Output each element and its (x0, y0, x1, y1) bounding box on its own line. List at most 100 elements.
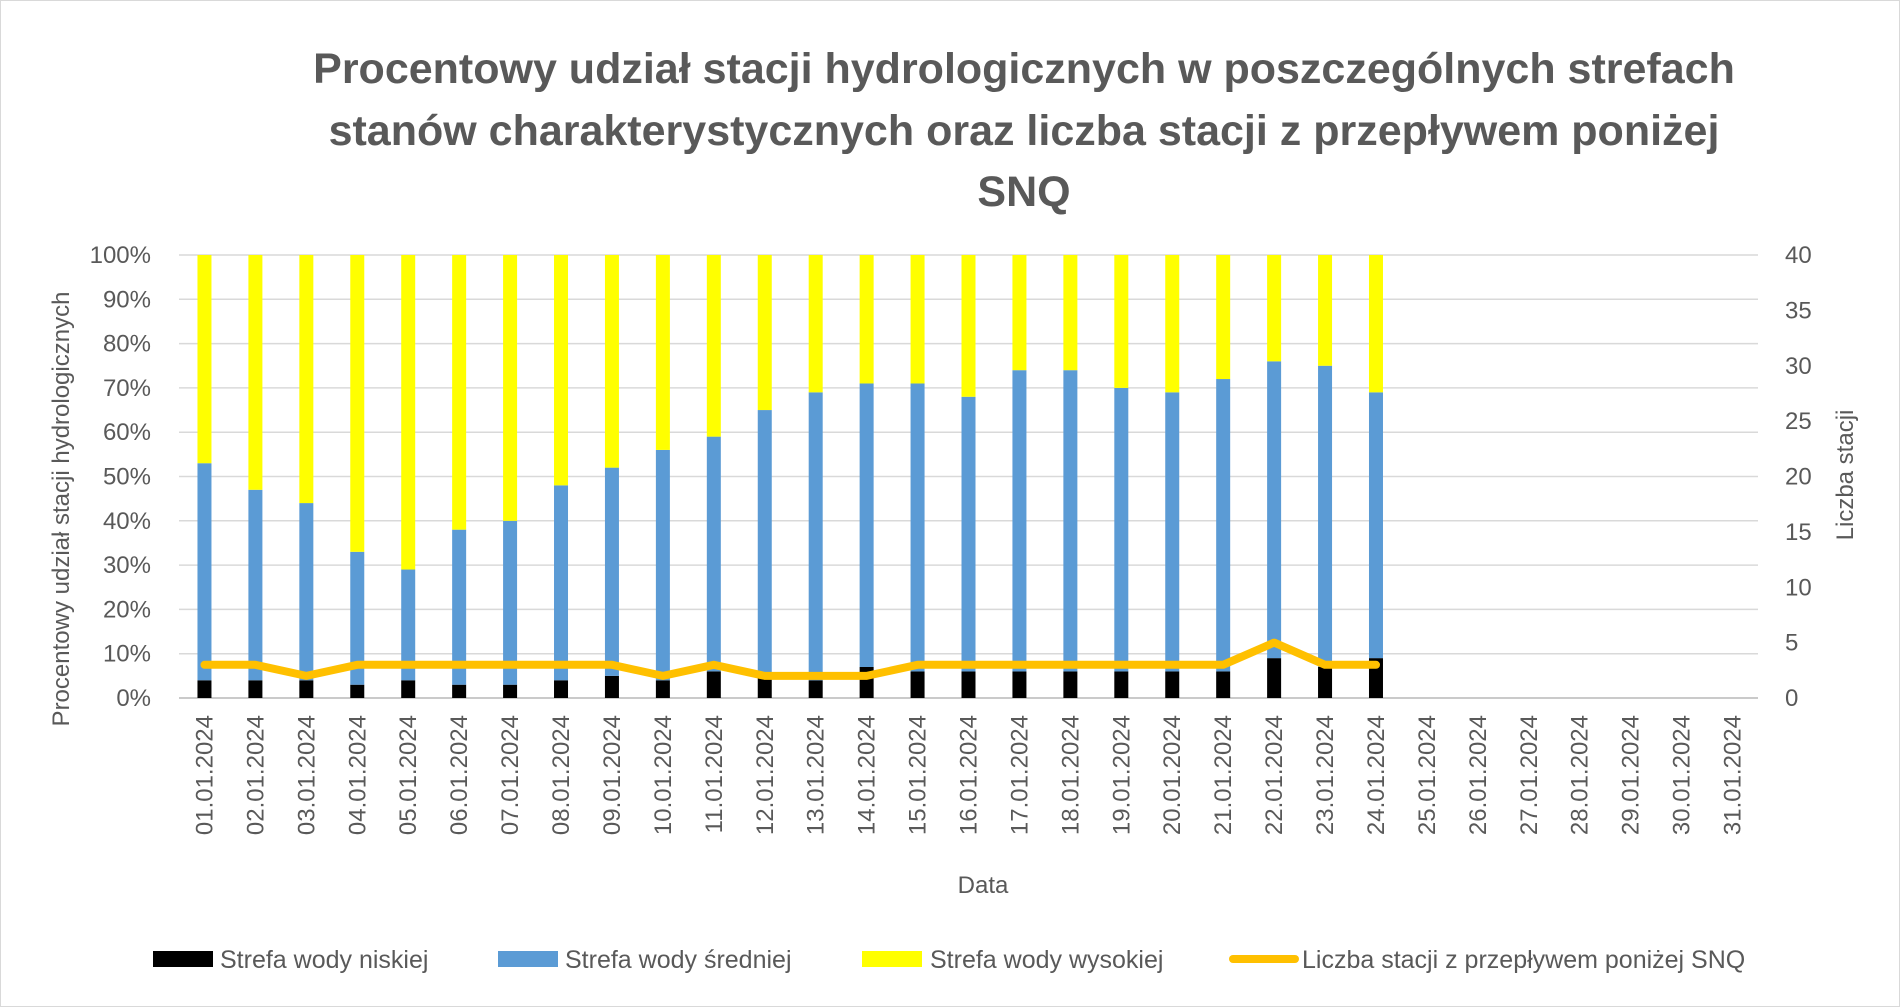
bar-segment-0 (757, 675, 772, 698)
bar-segment-1 (757, 410, 772, 676)
bar-segment-2 (452, 255, 467, 530)
bar-segment-0 (1267, 658, 1282, 698)
bar-segment-2 (554, 255, 569, 486)
bar-segment-2 (1267, 255, 1282, 362)
bar-segment-2 (401, 255, 416, 570)
bar-segment-1 (248, 489, 263, 681)
x-tick-label: 12.01.2024 (752, 715, 779, 835)
x-tick-label: 03.01.2024 (293, 715, 320, 835)
bar-segment-1 (1267, 361, 1282, 659)
x-tick-label: 30.01.2024 (1669, 715, 1696, 835)
bar-segment-2 (706, 255, 721, 437)
bar-segment-0 (706, 671, 721, 698)
chart-title-line-3: SNQ (977, 168, 1070, 216)
snq-line-path (200, 638, 1380, 680)
bar-segment-2 (248, 255, 263, 490)
bar-segment-1 (604, 467, 619, 676)
x-tick-label: 28.01.2024 (1567, 715, 1594, 835)
x-tick-label: 25.01.2024 (1414, 715, 1441, 835)
y2-tick-label: 10 (1785, 574, 1812, 601)
x-tick-label: 14.01.2024 (854, 715, 881, 835)
x-tick-label: 02.01.2024 (242, 715, 269, 835)
x-tick-label: 05.01.2024 (395, 715, 422, 835)
y-tick-label: 40% (103, 508, 151, 535)
bar-segment-1 (503, 520, 518, 685)
x-tick-label: 13.01.2024 (803, 715, 830, 835)
bar-segment-2 (1318, 255, 1333, 366)
x-tick-label: 21.01.2024 (1210, 715, 1237, 835)
x-tick-label: 10.01.2024 (650, 715, 677, 835)
bar-segment-1 (706, 436, 721, 672)
x-tick-label: 26.01.2024 (1465, 715, 1492, 835)
bar-segment-1 (401, 569, 416, 681)
bar-segment-0 (1165, 671, 1180, 698)
bar-segment-1 (197, 463, 212, 681)
bar-segment-0 (1318, 666, 1333, 698)
bar-segment-2 (961, 255, 976, 397)
bar-segment-2 (1012, 255, 1027, 371)
x-tick-label: 15.01.2024 (905, 715, 932, 835)
bar-segment-0 (961, 671, 976, 698)
x-tick-label: 09.01.2024 (599, 715, 626, 835)
bar-segment-0 (1216, 671, 1231, 698)
y-axis-label: Procentowy udział stacji hydrologicznych (48, 292, 75, 727)
bar-segment-0 (248, 680, 263, 698)
bar-segment-0 (299, 680, 314, 698)
chart-title-line-2: stanów charakterystycznych oraz liczba s… (329, 107, 1720, 155)
bar-segment-1 (554, 485, 569, 681)
bar-segment-1 (452, 529, 467, 685)
bar-segment-0 (350, 684, 365, 698)
bar-segment-1 (350, 551, 365, 685)
bar-segment-1 (299, 503, 314, 681)
bars (197, 255, 1383, 698)
bar-segment-0 (1012, 671, 1027, 698)
bar-segment-0 (197, 680, 212, 698)
bar-segment-2 (299, 255, 314, 504)
bar-segment-1 (1063, 370, 1078, 672)
x-tick-label: 17.01.2024 (1006, 715, 1033, 835)
y2-tick-label: 35 (1785, 297, 1812, 324)
bar-segment-1 (910, 383, 925, 672)
x-tick-label: 07.01.2024 (497, 715, 524, 835)
bar-segment-0 (554, 680, 569, 698)
legend-item-medium: Strefa wody średniej (498, 946, 792, 974)
legend-label-high: Strefa wody wysokiej (930, 946, 1163, 974)
snq-line (200, 638, 1380, 680)
x-tick-label: 11.01.2024 (701, 715, 728, 833)
x-tick-label: 29.01.2024 (1618, 715, 1645, 835)
x-tick-label: 24.01.2024 (1363, 715, 1390, 835)
bar-segment-0 (1114, 671, 1129, 698)
bar-segment-0 (1063, 671, 1078, 698)
bar-segment-1 (1165, 392, 1180, 672)
bar-segment-1 (1114, 387, 1129, 672)
bar-segment-2 (1063, 255, 1078, 371)
x-tick-label: 31.01.2024 (1720, 715, 1747, 835)
x-tick-label: 23.01.2024 (1312, 715, 1339, 835)
bar-segment-1 (1012, 370, 1027, 672)
y-tick-label: 20% (103, 596, 151, 623)
bar-segment-0 (808, 680, 823, 698)
y2-tick-label: 40 (1785, 242, 1812, 269)
y-tick-label: 0% (116, 685, 151, 712)
bar-segment-2 (197, 255, 212, 464)
bar-segment-0 (604, 675, 619, 698)
bar-segment-1 (859, 383, 874, 667)
x-tick-label: 06.01.2024 (446, 715, 473, 835)
x-tick-label: 08.01.2024 (548, 715, 575, 835)
y-tick-label: 70% (103, 375, 151, 402)
bar-segment-2 (859, 255, 874, 384)
y2-tick-label: 25 (1785, 408, 1812, 435)
bar-segment-2 (1368, 255, 1383, 393)
legend-label-low: Strefa wody niskiej (220, 946, 428, 974)
bar-segment-2 (604, 255, 619, 468)
y-tick-label: 60% (103, 419, 151, 446)
legend-swatch-low (153, 951, 213, 967)
bar-segment-0 (503, 684, 518, 698)
bar-segment-1 (655, 449, 670, 681)
y2-tick-label: 5 (1785, 630, 1798, 657)
y2-axis-ticks: 0 5 10 15 20 25 30 35 40 (1785, 242, 1812, 712)
x-tick-label: 18.01.2024 (1057, 715, 1084, 835)
bar-segment-2 (1216, 255, 1231, 380)
